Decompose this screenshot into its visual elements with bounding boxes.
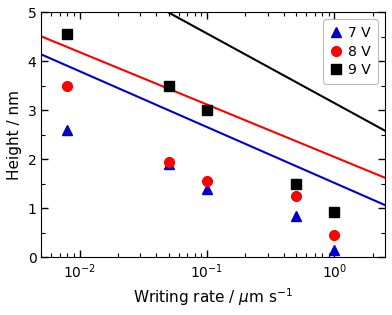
9 V — [166, 84, 171, 88]
7 V — [332, 248, 337, 252]
9 V — [205, 108, 209, 112]
Line: 7 V: 7 V — [62, 125, 339, 255]
9 V — [65, 32, 70, 36]
9 V — [294, 182, 298, 186]
7 V — [294, 214, 298, 218]
8 V — [332, 233, 337, 237]
8 V — [65, 84, 70, 88]
Line: 9 V: 9 V — [62, 30, 339, 217]
8 V — [294, 194, 298, 198]
7 V — [166, 163, 171, 166]
8 V — [166, 160, 171, 164]
7 V — [65, 128, 70, 132]
X-axis label: Writing rate / $\mu$m s$^{-1}$: Writing rate / $\mu$m s$^{-1}$ — [133, 286, 293, 308]
7 V — [205, 187, 209, 191]
9 V — [332, 210, 337, 214]
Legend: 7 V, 8 V, 9 V: 7 V, 8 V, 9 V — [323, 20, 378, 83]
Line: 8 V: 8 V — [62, 81, 339, 240]
Y-axis label: Height / nm: Height / nm — [7, 90, 22, 180]
8 V — [205, 180, 209, 183]
